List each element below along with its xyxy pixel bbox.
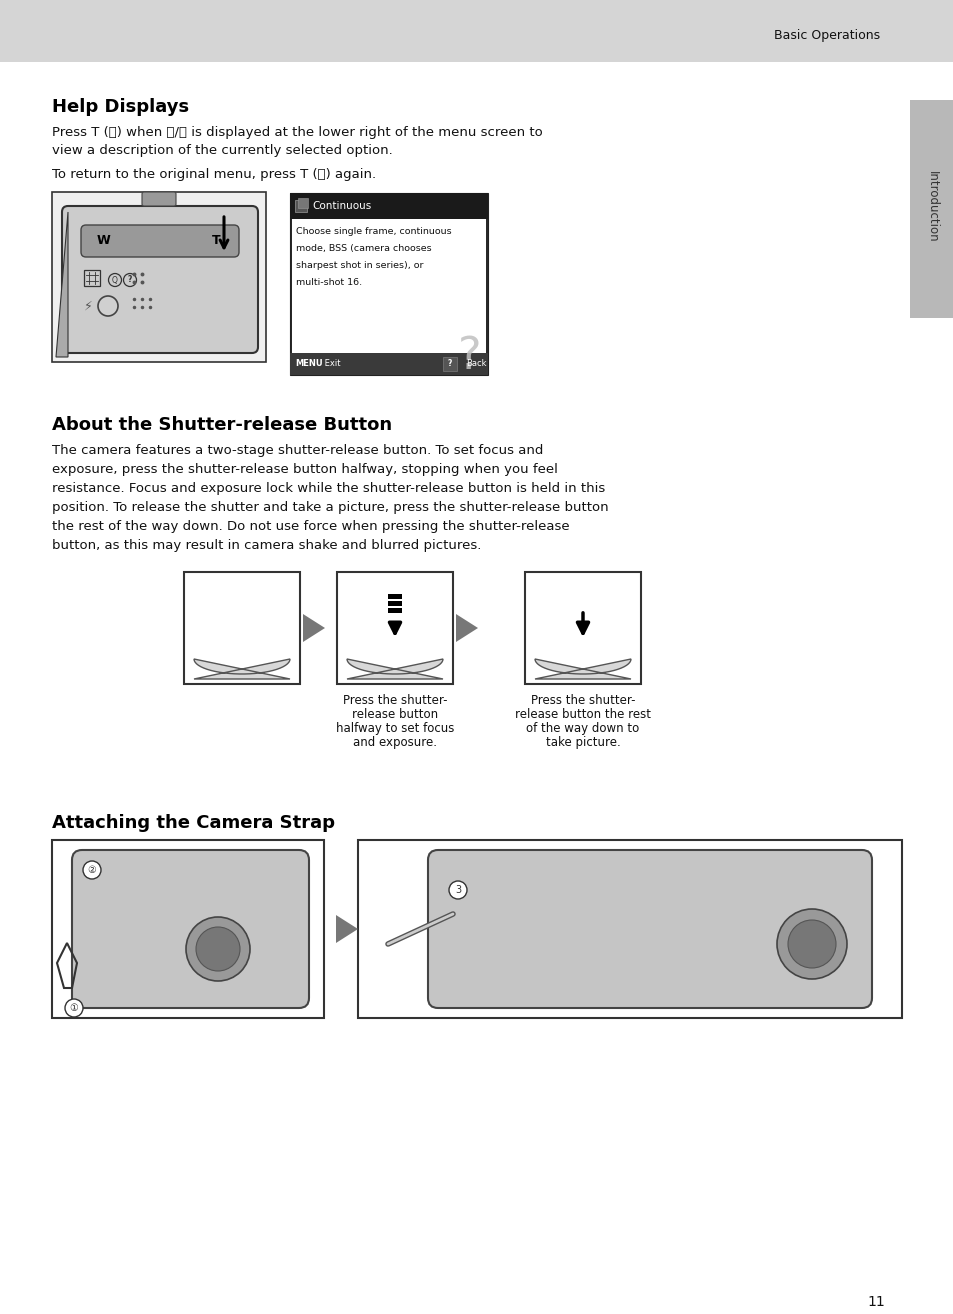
Text: and exposure.: and exposure.	[353, 736, 436, 749]
Polygon shape	[193, 660, 290, 679]
Text: MENU: MENU	[294, 360, 322, 368]
Text: Basic Operations: Basic Operations	[773, 29, 879, 42]
Text: Continuous: Continuous	[312, 201, 371, 212]
Bar	[290, 193, 488, 219]
Text: of the way down to: of the way down to	[526, 721, 639, 735]
FancyBboxPatch shape	[81, 225, 239, 258]
Text: ?: ?	[128, 276, 132, 285]
Text: mode, BSS (camera chooses: mode, BSS (camera chooses	[295, 244, 431, 254]
Bar	[524, 572, 640, 685]
Text: The camera features a two-stage shutter-release button. To set focus and: The camera features a two-stage shutter-…	[52, 444, 543, 457]
Bar	[357, 840, 901, 1018]
Bar	[388, 600, 401, 606]
Text: ?: ?	[447, 360, 452, 368]
Bar	[336, 572, 453, 685]
Text: Exit: Exit	[322, 360, 340, 368]
Bar	[52, 840, 324, 1018]
Text: Press the shutter-: Press the shutter-	[342, 694, 447, 707]
Circle shape	[186, 917, 250, 982]
Polygon shape	[347, 660, 442, 679]
Text: 3: 3	[455, 886, 460, 895]
Text: the rest of the way down. Do not use force when pressing the shutter-release: the rest of the way down. Do not use for…	[52, 520, 569, 533]
FancyBboxPatch shape	[71, 850, 309, 1008]
Polygon shape	[303, 614, 325, 643]
Polygon shape	[456, 614, 477, 643]
Text: halfway to set focus: halfway to set focus	[335, 721, 454, 735]
Bar	[297, 198, 308, 208]
Text: Choose single frame, continuous: Choose single frame, continuous	[295, 227, 451, 237]
Circle shape	[65, 999, 83, 1017]
Text: release button the rest: release button the rest	[515, 708, 650, 721]
Circle shape	[83, 861, 101, 879]
Text: Attaching the Camera Strap: Attaching the Camera Strap	[52, 813, 335, 832]
Text: T: T	[212, 234, 220, 247]
Text: ?: ?	[457, 335, 481, 378]
Circle shape	[787, 920, 835, 968]
Text: button, as this may result in camera shake and blurred pictures.: button, as this may result in camera sha…	[52, 539, 481, 552]
FancyBboxPatch shape	[428, 850, 871, 1008]
Bar	[184, 572, 299, 685]
Polygon shape	[56, 212, 68, 357]
Bar	[290, 193, 488, 374]
Text: Press the shutter-: Press the shutter-	[530, 694, 635, 707]
Bar	[388, 608, 401, 614]
Circle shape	[449, 880, 467, 899]
Text: About the Shutter-release Button: About the Shutter-release Button	[52, 417, 392, 434]
Circle shape	[98, 296, 118, 315]
Bar	[388, 594, 401, 599]
Text: resistance. Focus and exposure lock while the shutter-release button is held in : resistance. Focus and exposure lock whil…	[52, 482, 604, 495]
Polygon shape	[335, 915, 357, 943]
Circle shape	[195, 926, 240, 971]
Text: Help Displays: Help Displays	[52, 99, 189, 116]
Bar	[909, 100, 953, 318]
Text: release button: release button	[352, 708, 437, 721]
Text: view a description of the currently selected option.: view a description of the currently sele…	[52, 145, 393, 156]
Text: ②: ②	[88, 865, 96, 875]
Text: Introduction: Introduction	[924, 171, 938, 243]
Circle shape	[776, 909, 846, 979]
Text: 11: 11	[866, 1296, 884, 1309]
Text: Q: Q	[112, 276, 118, 285]
Bar	[0, 0, 953, 62]
Text: ①: ①	[70, 1003, 78, 1013]
Bar	[292, 219, 485, 353]
Bar	[84, 269, 100, 286]
Bar	[52, 192, 266, 361]
Text: ⚡: ⚡	[84, 300, 92, 313]
Bar	[442, 357, 456, 371]
Text: take picture.: take picture.	[545, 736, 619, 749]
Text: position. To release the shutter and take a picture, press the shutter-release b: position. To release the shutter and tak…	[52, 501, 608, 514]
Text: exposure, press the shutter-release button halfway, stopping when you feel: exposure, press the shutter-release butt…	[52, 463, 558, 476]
FancyBboxPatch shape	[62, 206, 257, 353]
Text: Press T (ⓖ) when ⓑ/ⓖ is displayed at the lower right of the menu screen to: Press T (ⓖ) when ⓑ/ⓖ is displayed at the…	[52, 126, 542, 139]
Text: multi-shot 16.: multi-shot 16.	[295, 279, 362, 286]
FancyBboxPatch shape	[142, 192, 175, 206]
Text: Back: Back	[465, 360, 486, 368]
Text: sharpest shot in series), or: sharpest shot in series), or	[295, 261, 423, 269]
Polygon shape	[535, 660, 630, 679]
Text: W: W	[97, 234, 111, 247]
Bar	[294, 200, 307, 212]
Bar	[290, 353, 488, 374]
Text: To return to the original menu, press T (ⓖ) again.: To return to the original menu, press T …	[52, 168, 375, 181]
